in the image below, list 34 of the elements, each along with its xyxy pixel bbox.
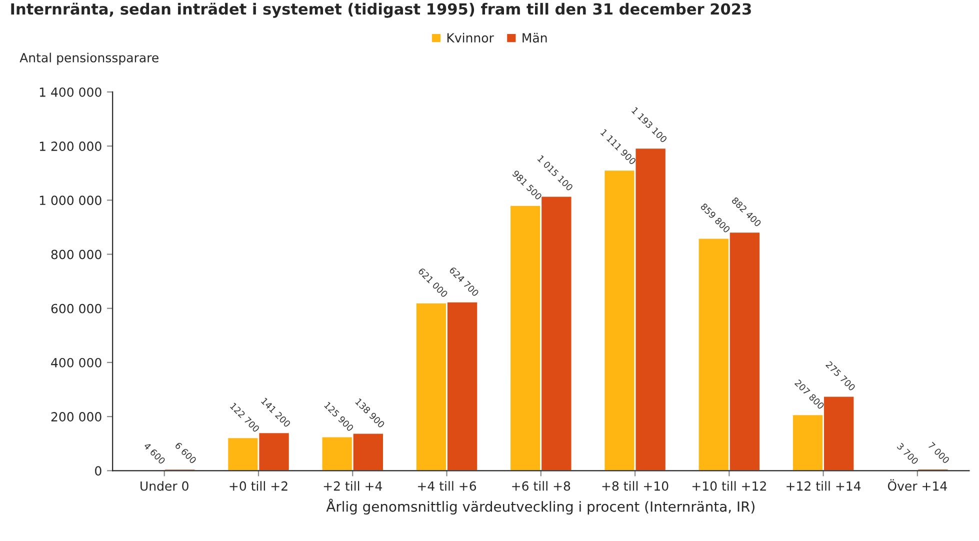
data-label: 125 900 xyxy=(324,402,354,432)
y-tick-label: 400 000 xyxy=(51,358,102,368)
data-label: 1 015 100 xyxy=(537,154,574,192)
x-tick-label: +8 till +10 xyxy=(602,481,668,491)
y-tick-label: 1 200 000 xyxy=(40,142,102,151)
y-axis-title: Antal pensionssparare xyxy=(20,52,158,65)
y-tick-label: 0 xyxy=(95,466,102,476)
data-label: 882 400 xyxy=(731,196,762,228)
x-tick-label: +2 till +4 xyxy=(324,481,382,491)
x-tick-label: +10 till +12 xyxy=(692,481,766,491)
data-label: 207 800 xyxy=(794,379,825,410)
x-tick-label: Över +14 xyxy=(888,479,947,491)
chart-title: Internränta, sedan inträdet i systemet (tidigast 1995) fram till den 31 december 2023 xyxy=(11,2,751,18)
data-label: 6 600 xyxy=(174,442,197,464)
data-label: 859 800 xyxy=(700,202,731,234)
data-label: 138 900 xyxy=(354,398,386,428)
y-tick-label: 1 000 000 xyxy=(40,196,102,206)
data-label: 4 600 xyxy=(143,442,166,465)
x-axis-title: Årlig genomsnittlig värdeutveckling i procent (Internränta, IR) xyxy=(326,498,754,515)
x-tick-label: +4 till +6 xyxy=(418,481,476,491)
y-tick-label: 600 000 xyxy=(51,304,102,314)
legend-label: Män xyxy=(522,32,547,43)
y-tick-label: 1 400 000 xyxy=(40,87,102,97)
legend-label: Kvinnor xyxy=(447,32,494,43)
data-label: 7 000 xyxy=(928,442,950,464)
x-tick-label: +6 till +8 xyxy=(512,481,570,491)
x-tick-label: Under 0 xyxy=(140,481,188,491)
x-tick-label: +12 till +14 xyxy=(786,481,861,491)
data-label: 1 193 100 xyxy=(631,106,668,144)
y-tick-label: 200 000 xyxy=(51,412,102,422)
x-tick-label: +0 till +2 xyxy=(230,481,288,491)
data-label: 3 700 xyxy=(896,442,919,465)
data-label: 621 000 xyxy=(418,267,448,298)
y-tick-label: 800 000 xyxy=(51,250,102,260)
